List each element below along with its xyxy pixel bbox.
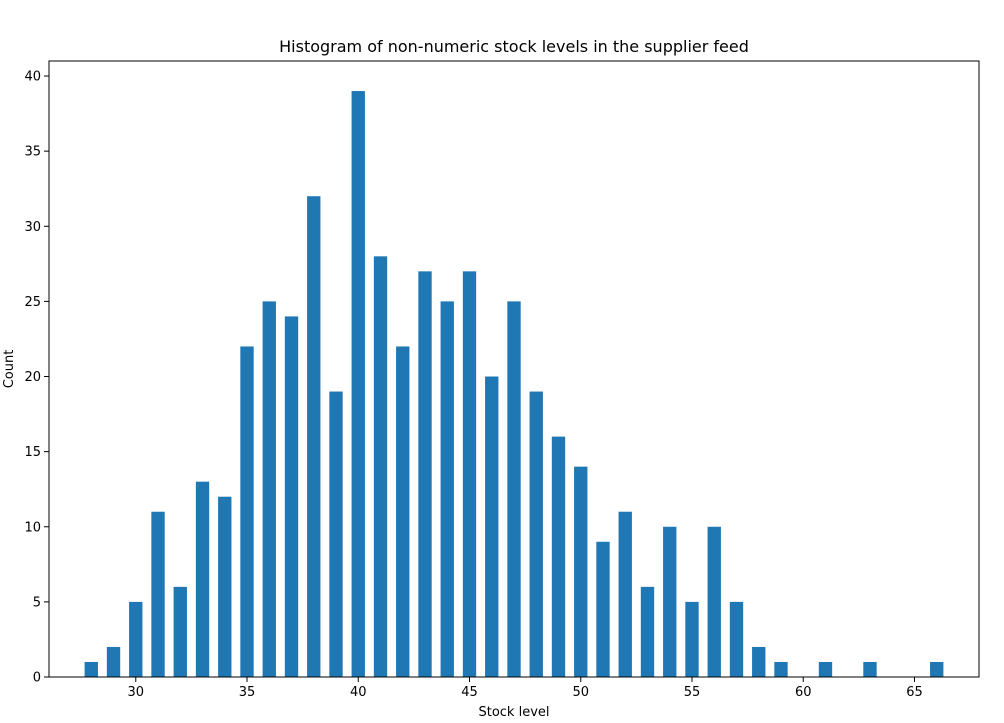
bar-44 (440, 301, 454, 677)
y-tick-label: 20 (24, 370, 41, 385)
bar-55 (685, 601, 699, 677)
x-tick-label: 50 (572, 685, 589, 700)
y-tick-label: 5 (33, 595, 41, 610)
bars-group (84, 91, 944, 678)
x-tick-label: 40 (350, 685, 367, 700)
x-axis: 30 35 40 45 50 55 60 65 (127, 677, 923, 700)
y-axis: 0 5 10 15 20 25 30 35 40 (24, 70, 49, 686)
bar-36 (262, 301, 276, 677)
bar-63 (863, 661, 877, 677)
y-tick-label: 0 (33, 671, 41, 686)
bar-66 (930, 661, 944, 677)
plot-area-frame (48, 60, 980, 678)
y-tick-label: 25 (24, 295, 41, 310)
x-tick-label: 30 (127, 685, 144, 700)
bar-45 (462, 271, 477, 677)
bar-51 (596, 541, 610, 677)
y-tick-label: 35 (24, 145, 41, 160)
bar-54 (663, 526, 677, 677)
bar-58 (752, 646, 766, 677)
bar-47 (507, 301, 521, 677)
bar-32 (173, 586, 187, 677)
bar-40 (351, 91, 365, 678)
x-tick-label: 65 (906, 685, 923, 700)
y-tick-label: 30 (24, 220, 41, 235)
bar-41 (373, 256, 388, 677)
bar-31 (151, 511, 165, 677)
bar-28 (84, 661, 98, 677)
bar-33 (195, 481, 210, 677)
bar-61 (818, 661, 833, 677)
bar-52 (618, 511, 632, 677)
y-tick-label: 40 (24, 70, 41, 85)
bar-46 (485, 376, 499, 677)
bar-53 (640, 586, 655, 677)
bar-57 (729, 601, 744, 677)
bar-48 (529, 391, 543, 677)
bar-56 (707, 526, 721, 677)
bar-35 (240, 346, 254, 677)
bar-39 (329, 391, 343, 677)
y-tick-label: 10 (24, 520, 41, 535)
bar-29 (106, 646, 121, 677)
bar-49 (551, 436, 566, 677)
x-tick-label: 55 (684, 685, 701, 700)
bar-59 (774, 661, 788, 677)
chart-title: Histogram of non-numeric stock levels in… (279, 37, 749, 56)
bar-34 (218, 496, 232, 677)
x-tick-label: 45 (461, 685, 478, 700)
bar-30 (129, 601, 143, 677)
bar-43 (418, 271, 432, 677)
bar-38 (307, 196, 321, 677)
y-tick-label: 15 (24, 445, 41, 460)
x-tick-label: 35 (239, 685, 256, 700)
bar-50 (574, 466, 588, 677)
y-axis-title: Count (2, 350, 17, 389)
bar-42 (396, 346, 410, 677)
x-tick-label: 60 (795, 685, 812, 700)
bar-37 (284, 316, 299, 677)
x-axis-title: Stock level (478, 705, 549, 720)
